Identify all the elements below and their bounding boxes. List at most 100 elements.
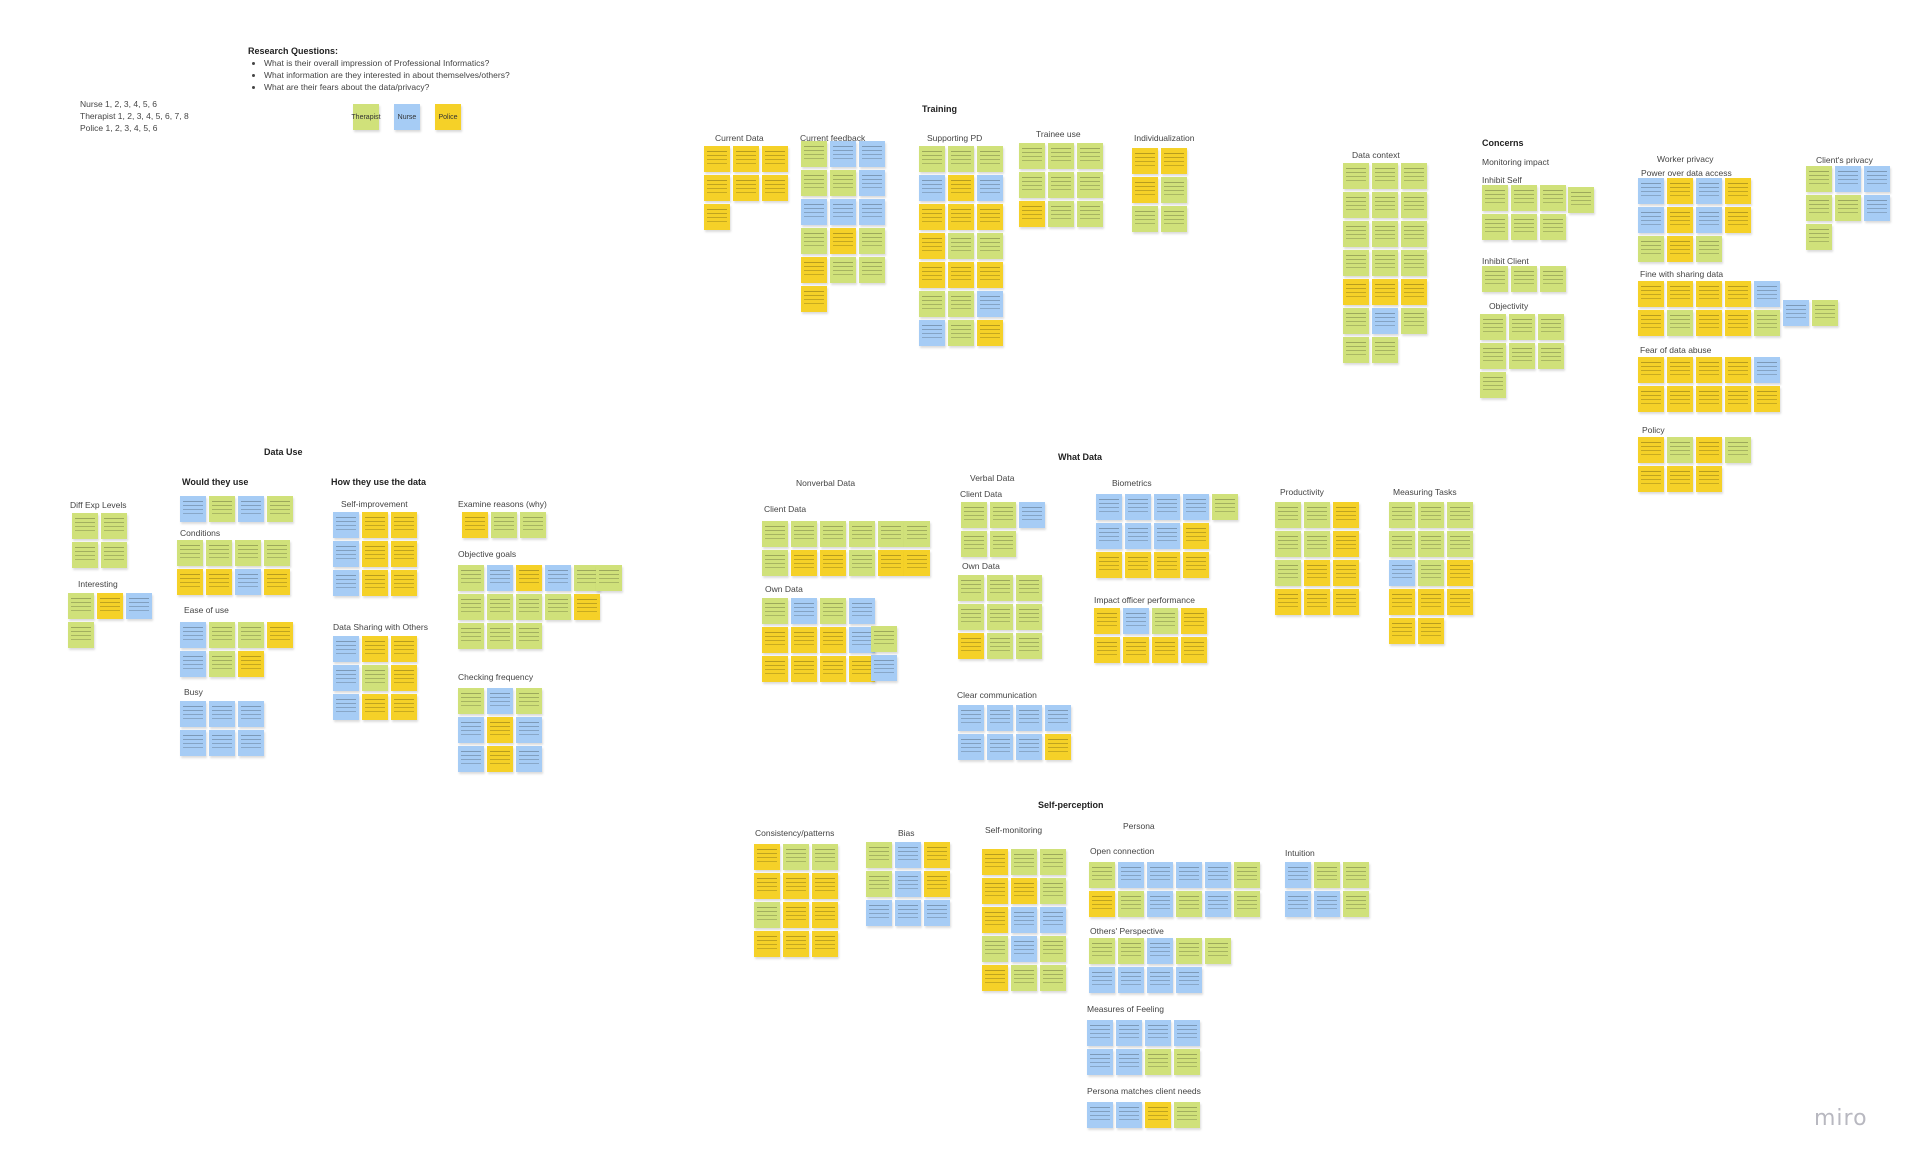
sticky-note[interactable] xyxy=(990,502,1016,528)
sticky-note[interactable] xyxy=(1045,734,1071,760)
sticky-note[interactable] xyxy=(1725,310,1751,336)
sticky-note[interactable] xyxy=(1275,560,1301,586)
sticky-note[interactable] xyxy=(830,257,856,283)
sticky-note[interactable] xyxy=(1016,734,1042,760)
sticky-note[interactable] xyxy=(1389,618,1415,644)
sticky-note[interactable] xyxy=(1147,891,1173,917)
sticky-note[interactable] xyxy=(1147,938,1173,964)
sticky-note[interactable] xyxy=(391,636,417,662)
sticky-note[interactable] xyxy=(812,902,838,928)
sticky-note[interactable] xyxy=(1116,1049,1142,1075)
sticky-note[interactable] xyxy=(1538,314,1564,340)
sticky-note[interactable] xyxy=(820,656,846,682)
sticky-note[interactable] xyxy=(1667,466,1693,492)
sticky-note[interactable] xyxy=(238,730,264,756)
sticky-note[interactable] xyxy=(1482,266,1508,292)
sticky-note[interactable] xyxy=(1118,862,1144,888)
sticky-note[interactable] xyxy=(762,175,788,201)
sticky-note[interactable] xyxy=(820,521,846,547)
sticky-note[interactable] xyxy=(458,594,484,620)
sticky-note[interactable] xyxy=(487,594,513,620)
sticky-note[interactable] xyxy=(948,175,974,201)
sticky-note[interactable] xyxy=(545,594,571,620)
sticky-note[interactable] xyxy=(895,842,921,868)
sticky-note[interactable] xyxy=(1077,172,1103,198)
sticky-note[interactable] xyxy=(859,170,885,196)
sticky-note[interactable] xyxy=(1696,437,1722,463)
sticky-note[interactable] xyxy=(977,175,1003,201)
sticky-note[interactable] xyxy=(1040,936,1066,962)
sticky-note[interactable] xyxy=(830,141,856,167)
sticky-note[interactable] xyxy=(1401,250,1427,276)
sticky-note[interactable] xyxy=(1154,552,1180,578)
sticky-note[interactable] xyxy=(1638,310,1664,336)
sticky-note[interactable] xyxy=(812,844,838,870)
sticky-note[interactable] xyxy=(1343,279,1369,305)
sticky-note[interactable] xyxy=(1285,862,1311,888)
sticky-note[interactable] xyxy=(878,550,904,576)
sticky-note[interactable] xyxy=(1864,195,1890,221)
sticky-note[interactable] xyxy=(1343,891,1369,917)
sticky-note[interactable] xyxy=(1145,1049,1171,1075)
sticky-note[interactable] xyxy=(1275,502,1301,528)
sticky-note[interactable] xyxy=(948,204,974,230)
sticky-note[interactable] xyxy=(391,512,417,538)
sticky-note[interactable] xyxy=(487,565,513,591)
sticky-note[interactable] xyxy=(235,540,261,566)
sticky-note[interactable] xyxy=(180,701,206,727)
sticky-note[interactable] xyxy=(948,262,974,288)
sticky-note[interactable] xyxy=(1511,185,1537,211)
sticky-note[interactable] xyxy=(1725,357,1751,383)
sticky-note[interactable] xyxy=(1087,1020,1113,1046)
sticky-note[interactable] xyxy=(209,701,235,727)
sticky-note[interactable] xyxy=(545,565,571,591)
sticky-note[interactable] xyxy=(1511,266,1537,292)
sticky-note[interactable] xyxy=(487,623,513,649)
sticky-note[interactable] xyxy=(859,141,885,167)
sticky-note[interactable] xyxy=(1089,891,1115,917)
sticky-note[interactable] xyxy=(1176,938,1202,964)
sticky-note[interactable] xyxy=(520,512,546,538)
sticky-note[interactable] xyxy=(487,746,513,772)
sticky-note[interactable] xyxy=(1304,502,1330,528)
sticky-note[interactable] xyxy=(1638,236,1664,262)
sticky-note[interactable] xyxy=(1509,343,1535,369)
sticky-note[interactable] xyxy=(101,542,127,568)
sticky-note[interactable] xyxy=(801,257,827,283)
sticky-note[interactable] xyxy=(1123,608,1149,634)
sticky-note[interactable] xyxy=(180,496,206,522)
sticky-note[interactable] xyxy=(1183,494,1209,520)
sticky-note[interactable] xyxy=(859,228,885,254)
sticky-note[interactable] xyxy=(1401,308,1427,334)
sticky-note[interactable] xyxy=(1174,1102,1200,1128)
sticky-note[interactable] xyxy=(1509,314,1535,340)
sticky-note[interactable] xyxy=(919,146,945,172)
sticky-note[interactable] xyxy=(1304,560,1330,586)
sticky-note[interactable] xyxy=(1667,207,1693,233)
sticky-note[interactable] xyxy=(924,842,950,868)
sticky-note[interactable] xyxy=(1480,343,1506,369)
sticky-note[interactable] xyxy=(491,512,517,538)
sticky-note[interactable] xyxy=(1040,878,1066,904)
sticky-note[interactable] xyxy=(1212,494,1238,520)
sticky-note[interactable] xyxy=(801,170,827,196)
sticky-note[interactable] xyxy=(1045,705,1071,731)
sticky-note[interactable] xyxy=(1754,281,1780,307)
sticky-note[interactable] xyxy=(209,730,235,756)
sticky-note[interactable] xyxy=(1019,172,1045,198)
sticky-note[interactable] xyxy=(1176,967,1202,993)
sticky-note[interactable] xyxy=(516,623,542,649)
sticky-note[interactable] xyxy=(1696,466,1722,492)
sticky-note[interactable] xyxy=(206,569,232,595)
sticky-note[interactable] xyxy=(1401,279,1427,305)
sticky-note[interactable] xyxy=(391,570,417,596)
sticky-note[interactable] xyxy=(97,593,123,619)
sticky-note[interactable] xyxy=(458,688,484,714)
sticky-note[interactable] xyxy=(458,623,484,649)
sticky-note[interactable] xyxy=(1174,1049,1200,1075)
sticky-note[interactable] xyxy=(1040,965,1066,991)
sticky-note[interactable] xyxy=(1304,589,1330,615)
sticky-note[interactable] xyxy=(1667,386,1693,412)
sticky-note[interactable] xyxy=(904,521,930,547)
sticky-note[interactable] xyxy=(948,233,974,259)
